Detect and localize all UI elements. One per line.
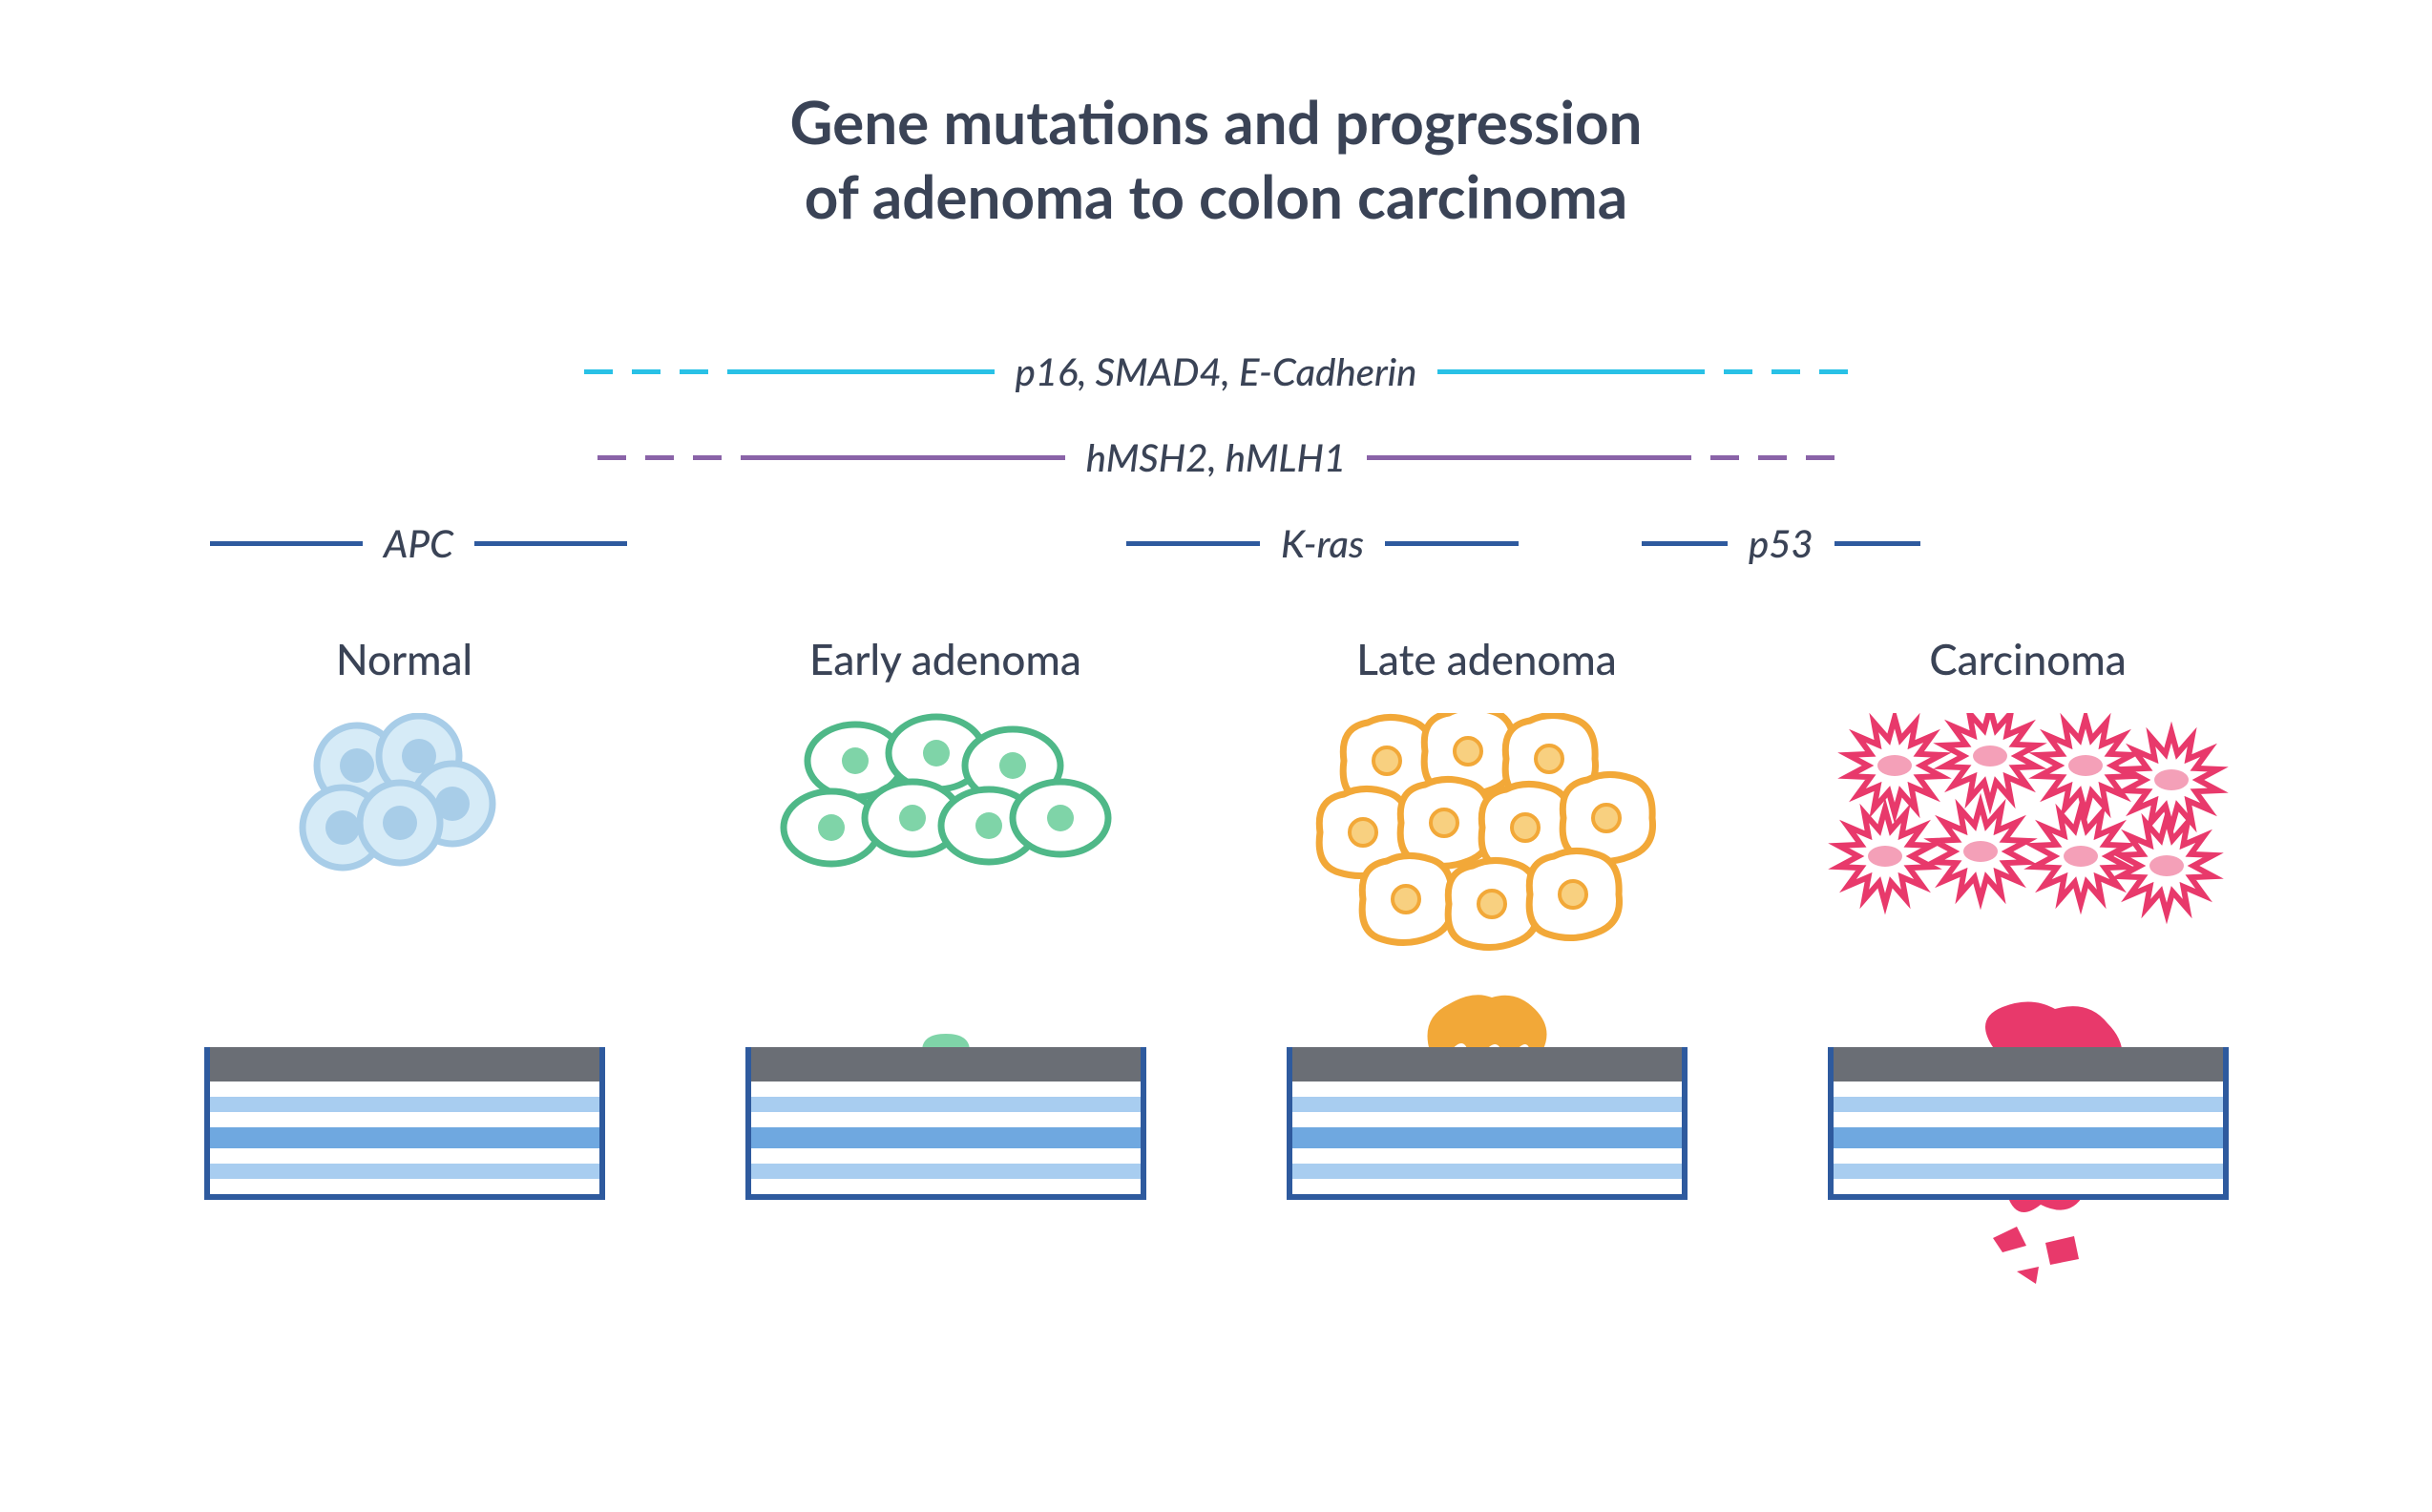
tissue-stripe bbox=[210, 1097, 599, 1112]
gene-label: K-ras bbox=[1260, 520, 1385, 566]
cells-illustration bbox=[1301, 713, 1673, 990]
tissue-stripe bbox=[210, 1127, 599, 1148]
tissue-stripe bbox=[1292, 1164, 1682, 1179]
tissue-stripe bbox=[751, 1082, 1141, 1097]
cells-illustration bbox=[1818, 713, 2238, 990]
tissue-stripe bbox=[751, 1112, 1141, 1127]
tissue-stripe bbox=[1834, 1127, 2223, 1148]
gene-line bbox=[1642, 541, 1728, 546]
tissue-stripe bbox=[1834, 1148, 2223, 1164]
tissue-epithelium bbox=[751, 1047, 1141, 1082]
tissue-stripe bbox=[751, 1097, 1141, 1112]
gene-line bbox=[1367, 455, 1663, 460]
tissue-cross-section bbox=[204, 990, 605, 1209]
title-line-1: Gene mutations and progression bbox=[0, 86, 2432, 160]
tissue-stripe bbox=[1834, 1082, 2223, 1097]
gene-group: p53 bbox=[1642, 520, 1920, 566]
tissue-layers bbox=[1287, 1047, 1688, 1200]
gene-label: p53 bbox=[1728, 520, 1834, 566]
late-adenoma-cells-icon bbox=[1301, 713, 1673, 961]
title-line-2: of adenoma to colon carcinoma bbox=[0, 160, 2432, 235]
tissue-stripe bbox=[210, 1112, 599, 1127]
gene-line bbox=[474, 541, 627, 546]
tissue-stripe bbox=[210, 1082, 599, 1097]
stage-label: Late adenoma bbox=[1356, 635, 1617, 684]
stage-column: Carcinoma bbox=[1799, 635, 2257, 1209]
stage-column: Normal bbox=[176, 635, 634, 1209]
tissue-stripe bbox=[751, 1127, 1141, 1148]
tissue-stripe bbox=[751, 1164, 1141, 1179]
tissue-stripe bbox=[1292, 1082, 1682, 1097]
tissue-stripe bbox=[1292, 1127, 1682, 1148]
gene-line bbox=[598, 455, 769, 460]
tissue-epithelium bbox=[1834, 1047, 2223, 1082]
gene-line bbox=[1385, 541, 1519, 546]
tissue-stripe bbox=[1292, 1148, 1682, 1164]
gene-group: APC bbox=[210, 520, 627, 566]
gene-line bbox=[210, 541, 363, 546]
gene-line bbox=[1676, 369, 1848, 374]
tissue-cross-section bbox=[745, 990, 1146, 1209]
tissue-epithelium bbox=[210, 1047, 599, 1082]
tissue-stripe bbox=[1834, 1112, 2223, 1127]
tissue-stripe bbox=[751, 1179, 1141, 1194]
gene-label: p16, SMAD4, E-Cadherin bbox=[995, 348, 1438, 394]
tissue-epithelium bbox=[1292, 1047, 1682, 1082]
stage-column: Early adenoma bbox=[717, 635, 1175, 1209]
gene-group: K-ras bbox=[1126, 520, 1519, 566]
tissue-layers bbox=[204, 1047, 605, 1200]
gene-label: hMSH2, hMLH1 bbox=[1065, 434, 1367, 480]
gene-line bbox=[584, 369, 756, 374]
cells-illustration bbox=[774, 713, 1118, 990]
gene-line bbox=[1126, 541, 1260, 546]
gene-line bbox=[1437, 369, 1676, 374]
gene-line bbox=[1834, 541, 1920, 546]
stage-label: Carcinoma bbox=[1929, 635, 2126, 684]
tissue-stripe bbox=[751, 1148, 1141, 1164]
gene-line bbox=[756, 369, 995, 374]
gene-row: p16, SMAD4, E-Cadherin bbox=[0, 348, 2432, 394]
gene-mutation-timeline: p16, SMAD4, E-Cadherin hMSH2, hMLH1 APC K-r… bbox=[0, 348, 2432, 578]
cells-illustration bbox=[290, 713, 519, 990]
gene-label: APC bbox=[363, 520, 474, 566]
tissue-layers bbox=[745, 1047, 1146, 1200]
tissue-stripe bbox=[1834, 1164, 2223, 1179]
gene-row-bottom: APC K-ras p53 bbox=[0, 520, 2432, 568]
diagram-title: Gene mutations and progression of adenom… bbox=[0, 0, 2432, 234]
tissue-stripe bbox=[1834, 1097, 2223, 1112]
tissue-stripe bbox=[1292, 1097, 1682, 1112]
gene-line bbox=[769, 455, 1065, 460]
gene-row: hMSH2, hMLH1 bbox=[0, 434, 2432, 480]
tissue-stripe bbox=[210, 1164, 599, 1179]
stage-label: Early adenoma bbox=[809, 635, 1081, 684]
tissue-stripe bbox=[210, 1179, 599, 1194]
tissue-layers bbox=[1828, 1047, 2229, 1200]
normal-cells-icon bbox=[290, 713, 519, 894]
early-adenoma-cells-icon bbox=[774, 713, 1118, 894]
stage-label: Normal bbox=[336, 635, 472, 684]
tissue-cross-section bbox=[1287, 990, 1688, 1209]
carcinoma-cells-icon bbox=[1818, 713, 2238, 933]
stage-column: Late adenoma bbox=[1258, 635, 1716, 1209]
tissue-stripe bbox=[1292, 1112, 1682, 1127]
tissue-stripe bbox=[210, 1148, 599, 1164]
polyp-late bbox=[1420, 990, 1554, 1051]
tissue-stripe bbox=[1834, 1179, 2223, 1194]
gene-line bbox=[1663, 455, 1834, 460]
tissue-cross-section bbox=[1828, 990, 2229, 1209]
stages-row: Normal Early adenoma bbox=[0, 635, 2432, 1209]
tissue-stripe bbox=[1292, 1179, 1682, 1194]
